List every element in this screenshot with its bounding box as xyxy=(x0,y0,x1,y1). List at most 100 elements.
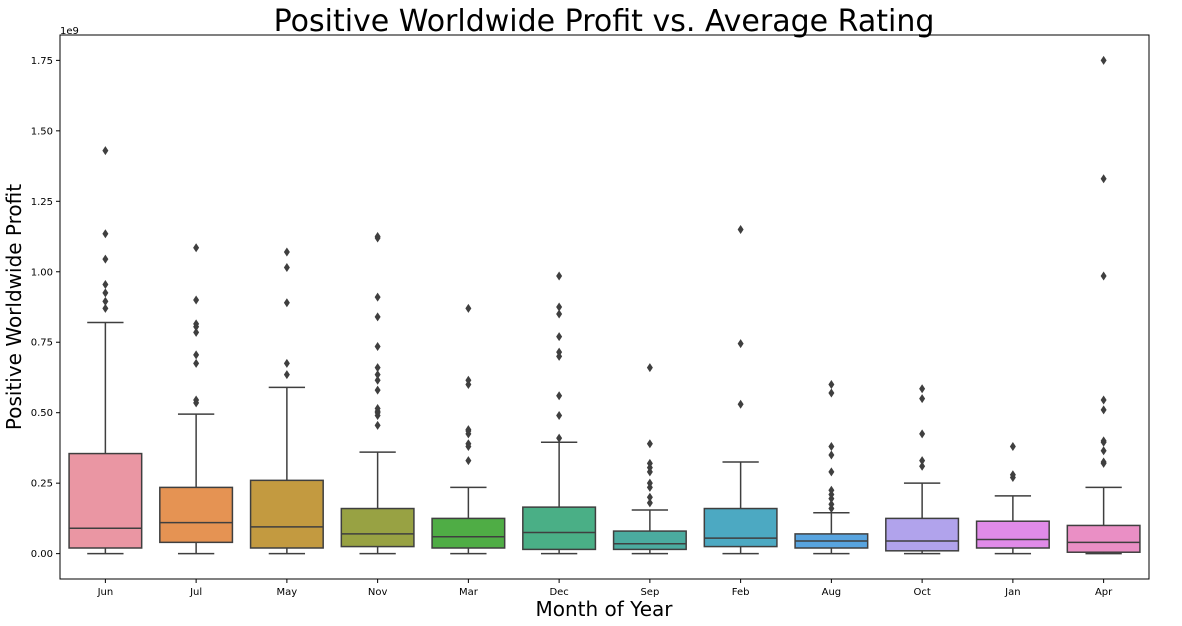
outlier-point xyxy=(737,339,744,349)
box xyxy=(975,520,1050,549)
box xyxy=(340,507,415,548)
outlier-point xyxy=(828,442,835,452)
box xyxy=(612,530,687,551)
outlier-point xyxy=(556,302,563,312)
outlier-point xyxy=(1100,436,1107,446)
x-tick-label: Nov xyxy=(368,587,388,598)
outlier-point xyxy=(193,327,200,337)
outlier-point xyxy=(556,433,563,443)
outlier-point xyxy=(556,347,563,357)
x-axis-label: Month of Year xyxy=(535,597,673,621)
box-group-mar xyxy=(431,303,506,555)
outlier-point xyxy=(193,358,200,368)
box-group-dec xyxy=(522,271,597,555)
outlier-point xyxy=(283,263,290,273)
outlier-point xyxy=(283,247,290,257)
y-tick-label: 0.75 xyxy=(31,338,53,349)
outlier-point xyxy=(193,295,200,305)
x-tick-label: Apr xyxy=(1095,587,1113,598)
box-group-nov xyxy=(340,232,415,555)
outlier-point xyxy=(556,309,563,319)
outlier-point xyxy=(646,458,653,468)
box xyxy=(68,452,143,549)
y-tick-label: 1.50 xyxy=(31,126,53,137)
x-tick-label: Jul xyxy=(189,587,202,598)
outlier-point xyxy=(102,279,109,289)
outlier-point xyxy=(1009,442,1016,452)
x-tick-label: Mar xyxy=(459,587,479,598)
x-tick-label: Jan xyxy=(1004,587,1020,598)
outlier-point xyxy=(646,363,653,373)
outlier-point xyxy=(828,388,835,398)
y-tick-label: 1.75 xyxy=(31,56,53,67)
x-axis: Jun Jul May Nov Mar Dec Sep Feb Aug Oct Jan Apr xyxy=(97,579,1113,598)
outlier-point xyxy=(465,439,472,449)
outlier-point xyxy=(193,395,200,405)
outlier-point xyxy=(374,403,381,413)
box-group-jun xyxy=(68,146,143,555)
box xyxy=(1066,524,1141,553)
x-tick-label: Aug xyxy=(822,587,842,598)
outlier-point xyxy=(465,425,472,435)
outlier-point xyxy=(193,319,200,329)
box xyxy=(159,486,234,544)
y-tick-label: 0.50 xyxy=(31,408,53,419)
box-group-feb xyxy=(703,224,778,555)
box-group-apr xyxy=(1066,55,1141,555)
outlier-point xyxy=(1100,457,1107,467)
outlier-point xyxy=(374,420,381,430)
outlier-point xyxy=(102,303,109,313)
outlier-point xyxy=(374,375,381,385)
plot-area xyxy=(68,55,1141,555)
y-axis: 0.00 0.25 0.50 0.75 1.00 1.25 1.50 1.75 xyxy=(31,56,60,560)
axes-frame xyxy=(59,34,1150,580)
box xyxy=(885,517,960,552)
outlier-point xyxy=(193,243,200,253)
outlier-point xyxy=(919,429,926,439)
x-tick-label: Oct xyxy=(913,587,930,598)
outlier-point xyxy=(828,450,835,460)
x-tick-label: May xyxy=(277,587,298,598)
y-tick-label: 1.25 xyxy=(31,197,53,208)
outlier-point xyxy=(919,384,926,394)
outlier-point xyxy=(374,312,381,322)
outlier-point xyxy=(102,229,109,239)
box-group-jan xyxy=(975,442,1050,555)
outlier-point xyxy=(919,461,926,471)
outlier-point xyxy=(556,271,563,281)
x-tick-label: Dec xyxy=(549,587,568,598)
y-axis-label: Positive Worldwide Profit xyxy=(2,184,26,430)
outlier-point xyxy=(828,467,835,477)
box-group-oct xyxy=(885,384,960,555)
outlier-point xyxy=(1100,446,1107,456)
outlier-point xyxy=(102,146,109,156)
outlier-point xyxy=(283,370,290,380)
x-tick-label: Jun xyxy=(97,587,114,598)
outlier-point xyxy=(102,254,109,264)
box xyxy=(522,506,597,551)
outlier-point xyxy=(1009,470,1016,480)
outlier-point xyxy=(283,358,290,368)
y-tick-label: 0.25 xyxy=(31,479,53,490)
outlier-point xyxy=(374,363,381,373)
outlier-point xyxy=(828,485,835,495)
y-tick-label: 0.00 xyxy=(31,549,53,560)
outlier-point xyxy=(646,498,653,508)
outlier-point xyxy=(646,478,653,488)
outlier-point xyxy=(646,492,653,502)
x-tick-label: Sep xyxy=(640,587,659,598)
outlier-point xyxy=(737,399,744,409)
outlier-point xyxy=(374,232,381,242)
outlier-point xyxy=(556,391,563,401)
outlier-point xyxy=(1100,405,1107,415)
box-group-aug xyxy=(794,380,869,555)
outlier-point xyxy=(1100,174,1107,184)
outlier-point xyxy=(465,303,472,313)
outlier-point xyxy=(465,456,472,466)
box-group-sep xyxy=(612,363,687,555)
outlier-point xyxy=(1100,55,1107,65)
outlier-point xyxy=(556,332,563,342)
box xyxy=(431,517,506,549)
outlier-point xyxy=(374,385,381,395)
